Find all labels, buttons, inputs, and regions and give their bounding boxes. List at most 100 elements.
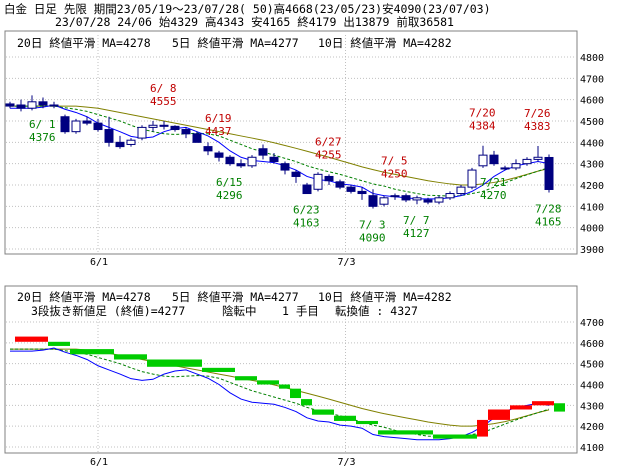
annotation-value: 4296 [216,189,243,202]
y-tick-label: 4000 [580,224,604,235]
candle-body [478,154,488,167]
annotation-value: 4165 [535,215,562,228]
step-block [356,420,378,425]
annotation-value: 4255 [315,148,342,161]
upper-x-axis: 6/1 7/3 [90,257,356,268]
upper-y-axis: 3900 4000 4100 4200 4300 4400 4500 4600 4700 4800 [580,53,604,256]
candle-body [500,167,510,170]
header-line-2: 23/07/28 24/06 始4329 高4343 安4165 終4179 出… [55,15,454,29]
y-tick-label: 4200 [580,422,604,433]
annotation-value: 4437 [205,125,232,138]
candle-body [148,124,158,128]
annotation-value: 4384 [469,120,496,133]
step-block [70,349,114,355]
annotation-date: 7/ 5 [381,155,408,168]
step-block [301,399,312,406]
x-tick-label: 7/3 [338,457,356,468]
x-tick-label: 6/1 [90,257,108,268]
y-tick-label: 4500 [580,117,604,128]
annotation-date: 7/ 3 [359,218,386,231]
y-tick-label: 4200 [580,181,604,192]
candle-body [49,104,59,107]
legend-ma10: 10日 終値平滑 MA=4282 [318,36,452,50]
candle-body [225,156,235,165]
candle-body [16,104,26,109]
y-tick-label: 4100 [580,443,604,454]
step-block [334,415,356,421]
candle-body [445,193,455,199]
y-tick-label: 4100 [580,202,604,213]
candle-body [104,129,114,143]
candle-body [236,163,246,167]
candle-body [93,122,103,131]
annotation-value: 4383 [524,120,551,133]
annotation-date: 6/15 [216,176,243,189]
annotation-date: 6/23 [293,204,320,217]
candle-body [456,186,466,195]
candle-body [137,126,147,139]
annotation-value: 4555 [150,95,177,108]
candle-body [511,163,521,169]
candle-body [412,197,422,201]
legend-ma10-lower: 10日 終値平滑 MA=4282 [318,290,452,304]
candle-body [401,195,411,201]
step-block [114,354,147,360]
step-block [202,367,235,372]
x-tick-label: 6/1 [90,457,108,468]
candle-body [203,146,213,152]
y-tick-label: 4400 [580,381,604,392]
x-tick-label: 7/3 [338,257,356,268]
candle-body [434,197,444,203]
annotation-date: 7/20 [469,107,496,120]
candle-body [335,181,345,188]
step-block [290,388,301,399]
kagi-switch-label: 転換値 : 4327 [335,304,418,318]
annotation-value: 4250 [381,168,408,181]
y-tick-label: 4300 [580,401,604,412]
step-block [15,336,48,342]
annotation-date: 7/28 [535,202,562,215]
step-block [48,341,70,346]
y-tick-label: 4500 [580,360,604,371]
y-tick-label: 4600 [580,96,604,107]
lower-y-axis: 4100 4200 4300 4400 4500 4600 4700 [580,318,604,454]
ma20-line [10,105,550,186]
candle-body [522,158,532,165]
step-block [257,380,279,385]
candle-body [280,163,290,171]
step-block [477,419,488,437]
y-tick-label: 4700 [580,318,604,329]
y-tick-label: 3900 [580,245,604,256]
step-block [554,403,565,412]
step-block [279,384,290,389]
step-block [488,409,510,420]
candle-body [467,169,477,188]
candle-body [192,133,202,143]
candle-body [313,173,323,190]
candle-body [60,116,70,133]
annotation-value: 4163 [293,217,320,230]
candle-body [181,129,191,135]
lower-x-axis: 6/1 7/3 [90,457,356,468]
candle-body [71,120,81,133]
y-tick-label: 4400 [580,138,604,149]
y-tick-label: 4600 [580,339,604,350]
step-block [147,359,202,367]
candle-body [38,101,48,106]
annotation-date: 6/ 8 [150,82,177,95]
legend-ma5: 5日 終値平滑 MA=4277 [172,36,299,50]
candle-body [291,171,301,177]
annotation-date: 6/ 1 [29,118,56,131]
y-tick-label: 4800 [580,53,604,64]
candlesticks [5,95,554,209]
candle-body [27,101,37,109]
kagi-method-label: 3段抜き新値足 (終値)=4277 [31,304,185,318]
annotation-value: 4127 [403,227,430,240]
candle-body [82,120,92,124]
legend-ma20: 20日 終値平滑 MA=4278 [17,36,151,50]
annotation-date: 7/21 [480,176,507,189]
step-block [235,376,257,381]
legend-ma5-lower: 5日 終値平滑 MA=4277 [172,290,299,304]
